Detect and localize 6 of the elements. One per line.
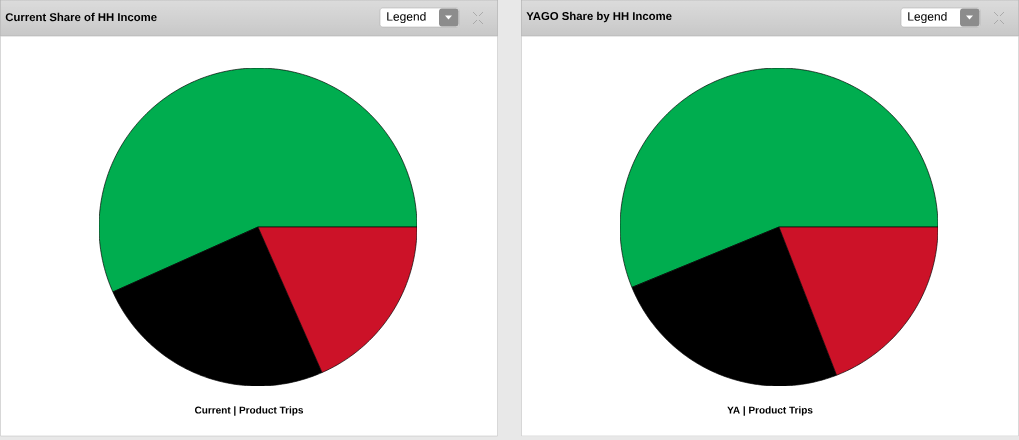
text: Current | Product Trips [194, 406, 304, 416]
text: Legend [908, 11, 947, 24]
chart-title: YAGO Share by HH Income [526, 11, 672, 23]
text: YA | Product Trips [727, 406, 813, 416]
chart-title: Current Share of HH Income [5, 12, 157, 22]
text: Legend [387, 11, 426, 24]
